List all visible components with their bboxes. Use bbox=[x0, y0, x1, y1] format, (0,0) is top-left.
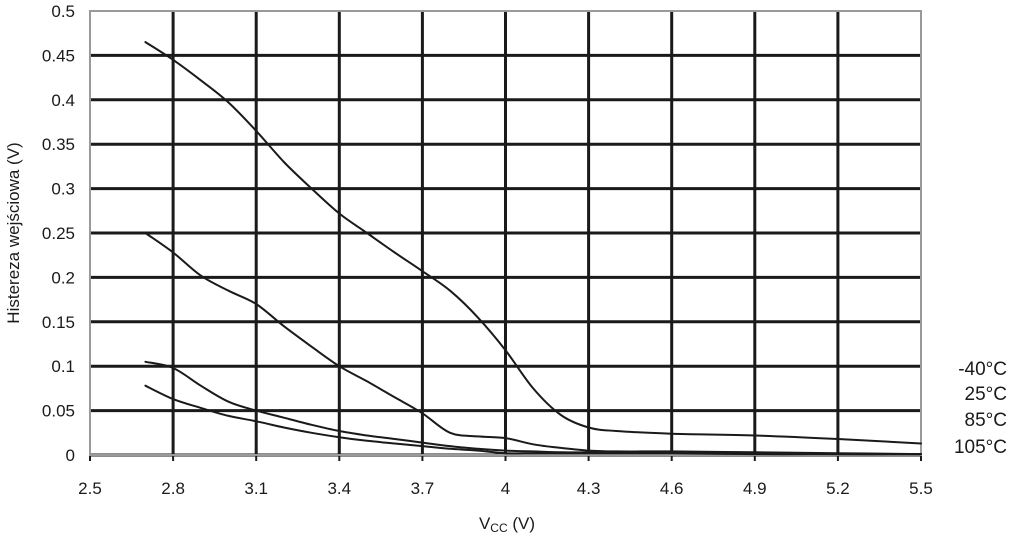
y-tick-label: 0.05 bbox=[42, 402, 75, 421]
x-tick-label: 2.8 bbox=[161, 479, 185, 498]
y-tick-label: 0.45 bbox=[42, 46, 75, 65]
x-tick-label: 3.7 bbox=[411, 479, 435, 498]
series-line-2 bbox=[144, 360, 922, 456]
y-tick-label: 0.3 bbox=[51, 180, 75, 199]
series-label: 25°C bbox=[965, 384, 1007, 405]
x-axis-label-main: V bbox=[479, 514, 491, 533]
series-line-1 bbox=[144, 232, 922, 456]
x-tick-label: 5.2 bbox=[826, 479, 850, 498]
x-axis-label-unit: (V) bbox=[508, 514, 535, 533]
chart-grid bbox=[89, 11, 922, 461]
y-tick-label: 0.35 bbox=[42, 135, 75, 154]
y-tick-label: 0.4 bbox=[51, 91, 75, 110]
x-tick-label: 3.4 bbox=[327, 479, 351, 498]
series-line-0 bbox=[144, 41, 922, 445]
y-tick-label: 0.2 bbox=[51, 268, 75, 287]
series-label: 85°C bbox=[965, 410, 1007, 431]
x-tick-label: 4.6 bbox=[660, 479, 684, 498]
x-tick-label: 3.1 bbox=[244, 479, 268, 498]
series-labels: -40°C 25°C 85°C 105°C bbox=[954, 359, 1007, 458]
x-tick-label: 4.9 bbox=[743, 479, 767, 498]
y-tick-label: 0 bbox=[66, 446, 75, 465]
plot-frame bbox=[89, 10, 922, 456]
x-axis-label: VCC (V) bbox=[479, 514, 535, 535]
x-axis-label-subscript: CC bbox=[490, 521, 508, 535]
series-lines bbox=[144, 41, 922, 456]
series-line-3 bbox=[144, 384, 922, 456]
x-tick-label: 4.3 bbox=[577, 479, 601, 498]
y-axis-ticks: 0 0.05 0.1 0.15 0.2 0.25 0.3 0.35 0.4 0.45 0.5 bbox=[42, 2, 75, 465]
series-label: -40°C bbox=[958, 359, 1007, 380]
y-tick-label: 0.15 bbox=[42, 313, 75, 332]
x-tick-label: 2.5 bbox=[78, 479, 102, 498]
series-label: 105°C bbox=[954, 437, 1007, 458]
x-tick-label: 4 bbox=[501, 479, 510, 498]
x-axis-ticks: 2.5 2.8 3.1 3.4 3.7 4 4.3 4.6 4.9 5.2 5.5 bbox=[78, 479, 933, 498]
y-tick-label: 0.25 bbox=[42, 224, 75, 243]
x-tick-label: 5.5 bbox=[909, 479, 933, 498]
y-tick-label: 0.1 bbox=[51, 357, 75, 376]
y-axis-label: Histereza wejściowa (V) bbox=[4, 142, 23, 323]
y-tick-label: 0.5 bbox=[51, 2, 75, 21]
